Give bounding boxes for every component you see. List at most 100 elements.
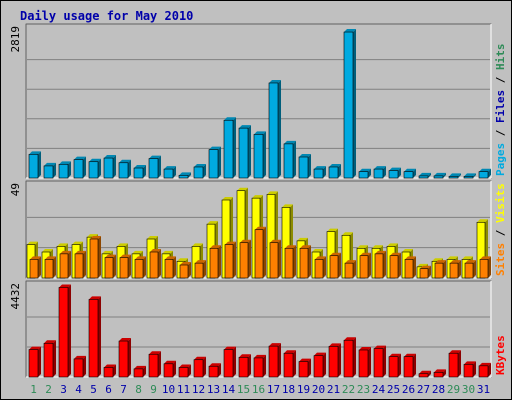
- bar-pages-day-24-side: [383, 166, 386, 178]
- bar-sites-day-4-top: [75, 250, 86, 254]
- day-label-21: 21: [327, 383, 340, 396]
- bar-sites-day-20: [314, 259, 324, 279]
- bar-sites-day-9: [149, 251, 159, 279]
- bar-sites-day-30: [464, 262, 474, 279]
- bar-sites-day-8: [134, 259, 144, 279]
- bar-pages-day-28: [433, 175, 444, 179]
- bar-pages-day-2-top: [44, 162, 56, 166]
- bar-pages-day-3-top: [59, 161, 71, 165]
- bar-pages-day-21: [328, 166, 339, 179]
- bar-pages-day-29-top: [449, 173, 461, 177]
- bar-visits-day-10-top: [162, 250, 173, 254]
- panel-requests-legend: Pages / Files / Hits: [494, 44, 507, 177]
- bar-sites-day-4: [74, 253, 84, 279]
- bar-visits-day-26-top: [402, 249, 413, 252]
- day-label-31: 31: [477, 383, 490, 396]
- bar-pages-day-4-side: [83, 156, 86, 178]
- bar-pages-day-5: [88, 161, 99, 179]
- bar-visits-day-22-top: [342, 232, 353, 236]
- bar-sites-day-1-side: [38, 256, 41, 278]
- bar-visits-day-23-top: [357, 245, 368, 249]
- bar-sites-day-30-side: [473, 260, 476, 278]
- day-label-27: 27: [417, 383, 430, 396]
- bar-sites-day-7-side: [128, 254, 131, 278]
- bar-sites-day-17-side: [278, 239, 281, 278]
- bar-kbytes-day-29-side: [458, 350, 461, 377]
- bar-sites-day-25-side: [398, 252, 401, 278]
- day-label-3: 3: [60, 383, 67, 396]
- bar-kbytes-day-20-top: [314, 352, 326, 356]
- bar-pages-day-5-top: [89, 158, 101, 162]
- bar-sites-day-13-top: [210, 245, 221, 249]
- bar-pages-day-11-side: [188, 172, 191, 178]
- bar-kbytes-day-19-side: [308, 358, 311, 377]
- bar-pages-day-7: [118, 162, 129, 179]
- panel-requests-max-label: 2819: [9, 26, 22, 53]
- day-label-30: 30: [462, 383, 475, 396]
- bar-pages-day-7-side: [128, 159, 131, 178]
- bar-sites-day-2-top: [45, 256, 56, 260]
- bar-kbytes-day-22-top: [344, 337, 356, 341]
- bar-kbytes-day-5-top: [89, 296, 101, 300]
- panel-visitors-legend: Sites / Visits: [494, 183, 507, 276]
- panel-volume-legend: KBytes: [494, 335, 507, 375]
- day-label-18: 18: [282, 383, 295, 396]
- day-label-29: 29: [447, 383, 460, 396]
- bar-sites-day-20-top: [315, 256, 326, 260]
- bar-pages-day-5-side: [98, 158, 101, 178]
- panel-volume-legend-part: KBytes: [494, 335, 507, 375]
- bar-kbytes-day-8-top: [134, 365, 146, 369]
- bar-kbytes-day-28-side: [443, 369, 446, 377]
- bar-pages-day-29-side: [458, 173, 461, 178]
- bar-kbytes-day-4-top: [74, 355, 86, 359]
- bar-pages-day-25-side: [398, 167, 401, 178]
- bar-sites-day-31-side: [488, 256, 491, 278]
- bar-visits-day-25-top: [387, 243, 398, 247]
- bar-sites-day-18: [284, 247, 294, 279]
- bar-kbytes-day-14-side: [233, 346, 236, 377]
- bar-kbytes-day-26: [403, 356, 414, 378]
- bar-pages-day-19-side: [308, 153, 311, 178]
- day-label-15: 15: [237, 383, 250, 396]
- bar-visits-day-30-top: [462, 256, 473, 260]
- bar-pages-day-14: [223, 119, 234, 179]
- bar-pages-day-18-side: [293, 140, 296, 178]
- bar-sites-day-14: [224, 244, 234, 279]
- bar-pages-day-9-side: [158, 155, 161, 178]
- bar-sites-day-9-side: [158, 249, 161, 278]
- bar-kbytes-day-1-top: [29, 346, 41, 350]
- bar-pages-day-26: [403, 171, 414, 179]
- bar-kbytes-day-4: [73, 358, 84, 378]
- bar-pages-day-12-top: [194, 163, 206, 167]
- bar-pages-day-9-top: [149, 155, 161, 159]
- day-label-13: 13: [207, 383, 220, 396]
- bar-sites-day-12: [194, 262, 204, 279]
- bar-pages-day-15-side: [248, 125, 251, 178]
- bar-sites-day-9-top: [150, 249, 161, 252]
- panel-requests-legend-part: /: [494, 70, 507, 90]
- bar-kbytes-day-12-top: [194, 356, 206, 360]
- bar-kbytes-day-13: [208, 365, 219, 378]
- bar-pages-day-30-side: [473, 173, 476, 178]
- bar-pages-day-8: [133, 167, 144, 179]
- bar-sites-day-10-side: [173, 256, 176, 278]
- bar-kbytes-day-8: [133, 368, 144, 378]
- day-label-4: 4: [75, 383, 82, 396]
- bar-kbytes-day-27: [418, 373, 429, 378]
- bar-sites-day-6-side: [113, 254, 116, 278]
- bar-visits-day-14-top: [222, 197, 233, 200]
- bar-sites-day-13: [209, 247, 219, 279]
- bar-pages-day-14-top: [224, 117, 236, 121]
- bar-pages-day-14-side: [233, 117, 236, 178]
- bar-sites-day-17: [269, 242, 279, 279]
- bar-pages-day-4: [73, 159, 84, 179]
- bar-kbytes-day-28: [433, 372, 444, 378]
- bar-kbytes-day-13-top: [209, 363, 221, 367]
- bar-kbytes-day-7: [118, 340, 129, 378]
- bar-kbytes-day-23: [358, 349, 369, 378]
- panel-requests-legend-part: Hits: [494, 44, 507, 71]
- bar-sites-day-31: [479, 259, 489, 279]
- bar-visits-day-1-top: [27, 241, 38, 245]
- bar-sites-day-27-side: [428, 265, 431, 278]
